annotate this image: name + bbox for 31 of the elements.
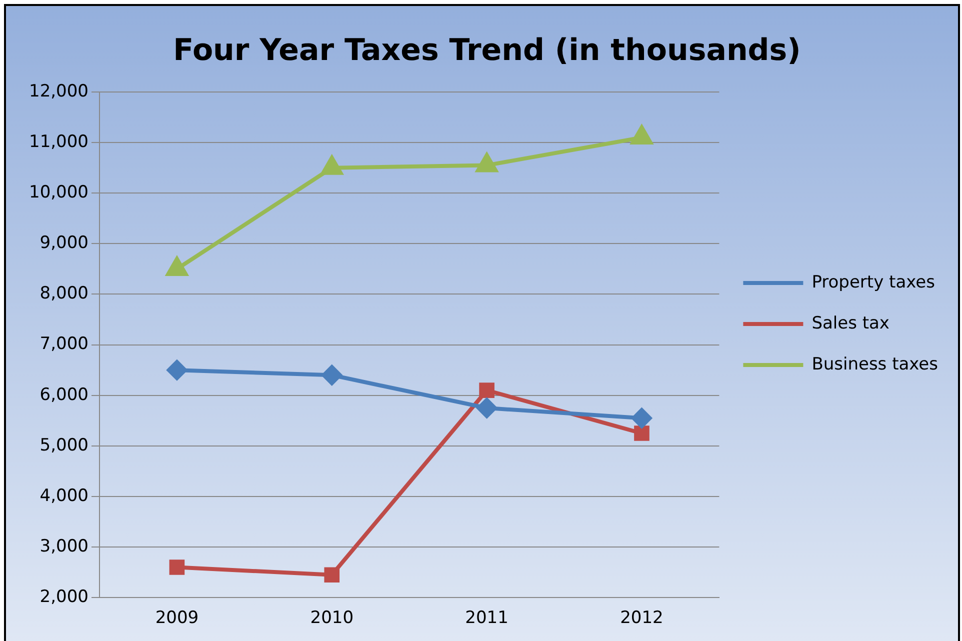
point: [476, 398, 497, 418]
y-tick-label: 6,000: [40, 384, 88, 405]
point: [632, 408, 652, 428]
y-tick-label: 5,000: [40, 435, 88, 456]
y-tick-label: 11,000: [29, 132, 88, 152]
x-tick-label: 2012: [620, 608, 664, 628]
y-tick-label: 2,000: [40, 587, 88, 608]
point: [166, 360, 187, 380]
x-tick-label: 2010: [310, 608, 354, 628]
point: [631, 126, 652, 145]
point: [476, 153, 498, 172]
legend-label: Business taxes: [812, 354, 938, 374]
point: [479, 382, 494, 398]
y-tick-label: 8,000: [40, 284, 88, 304]
legend-label: Sales tax: [812, 313, 890, 334]
y-tick-label: 4,000: [40, 486, 88, 506]
point: [324, 567, 340, 583]
point: [169, 560, 185, 575]
x-tick-label: 2009: [155, 608, 199, 628]
y-tick-label: 7,000: [40, 334, 88, 354]
point: [322, 365, 342, 386]
point: [166, 256, 188, 276]
point: [321, 156, 343, 175]
chart-title: Four Year Taxes Trend (in thousands): [173, 32, 801, 68]
y-tick-label: 12,000: [29, 81, 88, 102]
y-tick-label: 3,000: [40, 536, 88, 556]
x-tick-label: 2011: [465, 608, 508, 628]
y-tick-label: 10,000: [29, 182, 88, 203]
legend-label: Property taxes: [812, 272, 936, 292]
point: [634, 426, 650, 441]
y-tick-label: 9,000: [40, 233, 88, 254]
